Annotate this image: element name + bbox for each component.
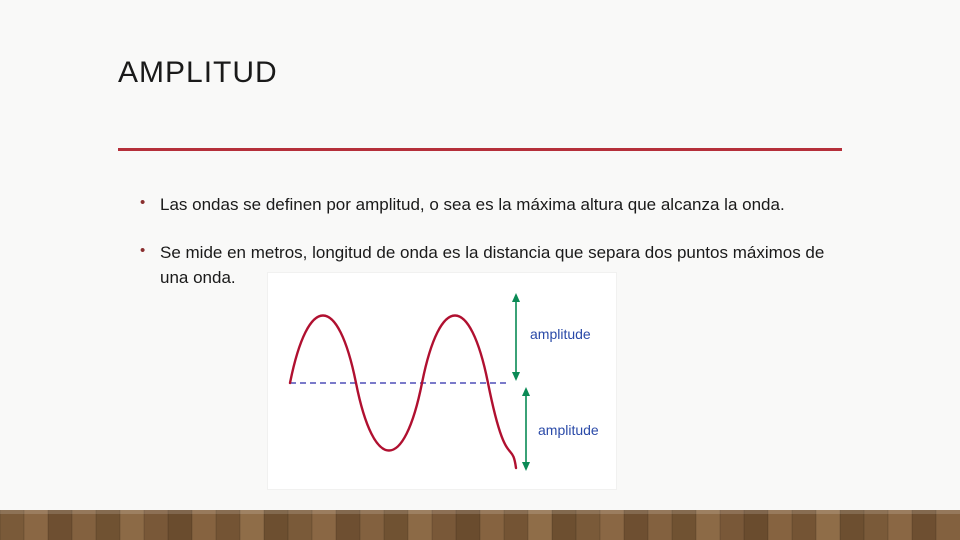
title-rule (118, 148, 842, 151)
wood-floor (0, 510, 960, 540)
slide: AMPLITUD Las ondas se definen por amplit… (0, 0, 960, 540)
svg-text:amplitude: amplitude (538, 422, 599, 438)
bullet-text: Las ondas se definen por amplitud, o sea… (160, 195, 785, 214)
amplitude-diagram: amplitude amplitude (268, 273, 616, 489)
wave-svg: amplitude amplitude (268, 273, 616, 489)
slide-title: AMPLITUD (118, 56, 278, 90)
bullet-item: Las ondas se definen por amplitud, o sea… (140, 192, 850, 218)
svg-text:amplitude: amplitude (530, 326, 591, 342)
